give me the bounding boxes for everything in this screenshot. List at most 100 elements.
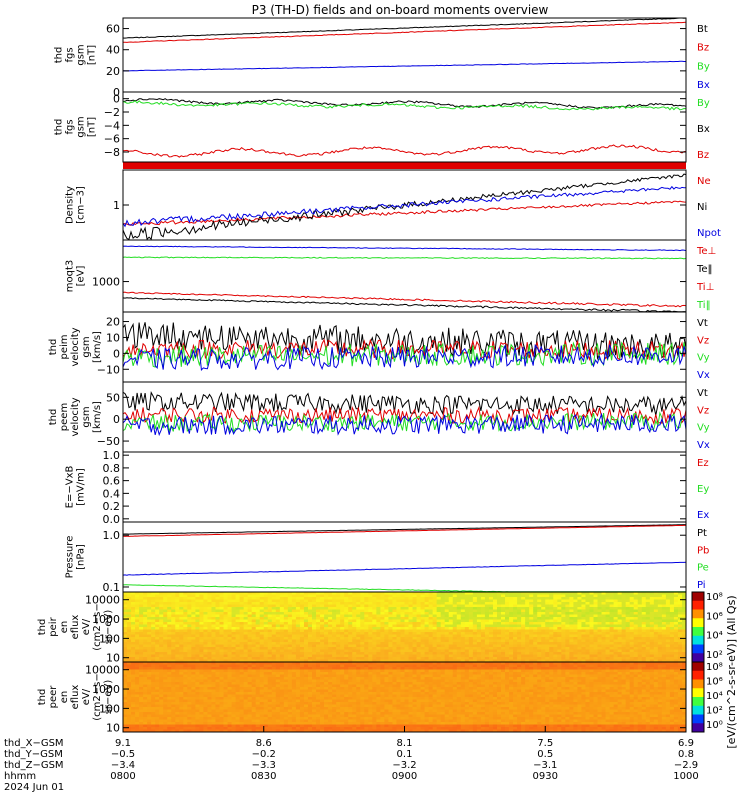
- heatmap-cell: [167, 687, 172, 690]
- heatmap-cell: [561, 617, 566, 620]
- heatmap-cell: [263, 629, 269, 633]
- legend-Bz: Bz: [697, 43, 709, 54]
- heatmap-cell: [231, 627, 236, 630]
- heatmap-cell: [131, 599, 136, 603]
- heatmap-cell: [625, 614, 631, 618]
- heatmap-cell: [641, 597, 647, 600]
- heatmap-cell: [175, 619, 180, 623]
- heatmap-cell: [348, 597, 353, 600]
- heatmap-cell: [577, 644, 582, 648]
- heatmap-cell: [621, 649, 627, 653]
- heatmap-cell: [484, 609, 490, 613]
- heatmap-cell: [581, 627, 586, 630]
- heatmap-cell: [589, 652, 594, 655]
- heatmap-cell: [669, 649, 675, 653]
- heatmap-cell: [239, 629, 245, 633]
- heatmap-cell: [484, 619, 490, 623]
- heatmap-cell: [203, 634, 208, 638]
- heatmap-cell: [537, 629, 542, 633]
- heatmap-cell: [336, 622, 341, 625]
- heatmap-cell: [344, 594, 349, 598]
- heatmap-cell: [211, 634, 216, 638]
- heatmap-cell: [259, 654, 265, 658]
- heatmap-cell: [496, 642, 502, 645]
- heatmap-cell: [223, 607, 228, 610]
- heatmap-cell: [195, 659, 200, 663]
- heatmap-cell: [533, 627, 538, 630]
- heatmap-cell: [384, 644, 389, 648]
- heatmap-cell: [328, 647, 333, 650]
- heatmap-cell: [183, 629, 188, 633]
- heatmap-cell: [641, 659, 647, 663]
- heatmap-cell: [131, 692, 136, 695]
- heatmap-cell: [521, 659, 526, 663]
- heatmap-cell: [384, 617, 389, 620]
- heatmap-cell: [452, 594, 458, 598]
- heatmap-cell: [251, 592, 257, 595]
- heatmap-cell: [195, 594, 200, 598]
- heatmap-cell: [123, 662, 128, 665]
- heatmap-cell: [123, 634, 128, 638]
- heatmap-cell: [203, 672, 208, 675]
- heatmap-cell: [376, 649, 381, 653]
- heatmap-cell: [219, 642, 224, 645]
- heatmap-cell: [633, 639, 639, 643]
- heatmap-cell: [392, 619, 397, 623]
- heatmap-cell: [396, 612, 401, 615]
- y-axis-label: en: [59, 621, 70, 634]
- heatmap-cell: [380, 659, 385, 663]
- heatmap-cell: [147, 659, 152, 663]
- heatmap-cell: [625, 652, 631, 655]
- heatmap-cell: [569, 622, 574, 625]
- heatmap-cell: [211, 654, 216, 658]
- heatmap-cell: [131, 722, 136, 725]
- heatmap-cell: [436, 599, 442, 603]
- heatmap-cell: [312, 634, 317, 638]
- heatmap-cell: [416, 599, 421, 603]
- y-tick-label: 1.0: [103, 449, 121, 462]
- heatmap-cell: [669, 597, 675, 600]
- heatmap-cell: [263, 627, 269, 630]
- heatmap-cell: [135, 637, 140, 640]
- heatmap-cell: [444, 652, 450, 655]
- heatmap-cell: [320, 599, 325, 603]
- heatmap-cell: [143, 617, 148, 620]
- heatmap-cell: [211, 644, 216, 648]
- heatmap-cell: [432, 612, 438, 615]
- heatmap-cell: [239, 622, 245, 625]
- heatmap-cell: [312, 637, 317, 640]
- heatmap-cell: [436, 619, 442, 623]
- heatmap-cell: [488, 614, 494, 618]
- heatmap-cell: [553, 652, 558, 655]
- heatmap-cell: [199, 674, 204, 678]
- heatmap-cell: [549, 624, 554, 628]
- heatmap-cell: [271, 659, 277, 663]
- heatmap-cell: [561, 657, 566, 660]
- heatmap-cell: [235, 689, 241, 693]
- heatmap-cell: [271, 619, 277, 623]
- heatmap-cell: [388, 637, 393, 640]
- heatmap-cell: [191, 624, 196, 628]
- heatmap-cell: [380, 624, 385, 628]
- heatmap-cell: [263, 607, 269, 610]
- heatmap-cell: [179, 627, 184, 630]
- heatmap-cell: [649, 622, 655, 625]
- heatmap-cell: [412, 624, 417, 628]
- heatmap-cell: [215, 614, 220, 618]
- heatmap-cell: [340, 632, 345, 635]
- heatmap-cell: [255, 602, 261, 605]
- heatmap-cell: [211, 689, 216, 693]
- heatmap-cell: [629, 607, 635, 610]
- heatmap-cell: [239, 652, 245, 655]
- heatmap-cell: [513, 649, 518, 653]
- heatmap-cell: [303, 639, 309, 643]
- heatmap-cell: [299, 604, 305, 608]
- heatmap-cell: [123, 687, 128, 690]
- heatmap-cell: [275, 597, 281, 600]
- heatmap-cell: [476, 619, 482, 623]
- heatmap-cell: [541, 637, 546, 640]
- heatmap-cell: [529, 649, 534, 653]
- heatmap-cell: [360, 627, 365, 630]
- heatmap-cell: [356, 649, 361, 653]
- heatmap-cell: [235, 619, 241, 623]
